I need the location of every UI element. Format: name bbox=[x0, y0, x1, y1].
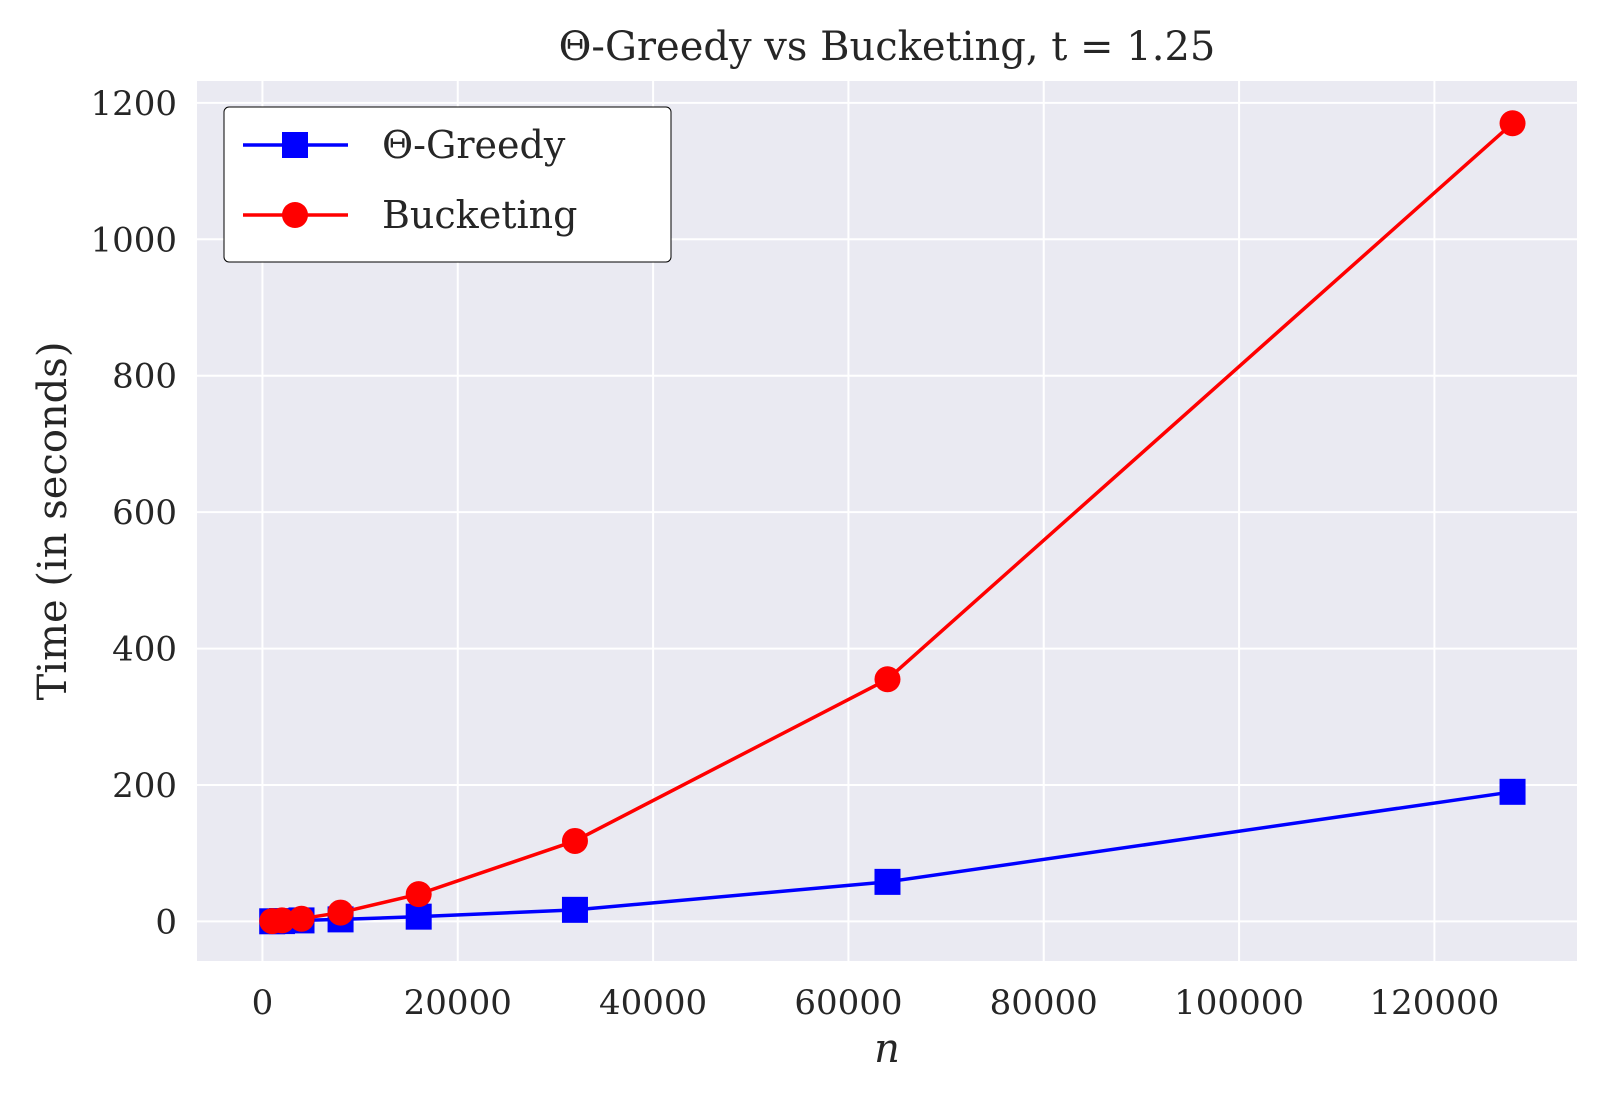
data-point bbox=[561, 896, 588, 923]
legend-items: Θ-Greedy Bucketing bbox=[243, 123, 577, 237]
data-point bbox=[1499, 778, 1526, 805]
y-tick-label: 400 bbox=[112, 630, 177, 670]
y-tick-label: 1200 bbox=[90, 84, 177, 124]
x-axis-ticks: 0 20000 40000 60000 80000 100000 120000 bbox=[252, 983, 1500, 1023]
legend-label: Θ-Greedy bbox=[382, 123, 566, 167]
series-2 bbox=[259, 110, 1526, 935]
y-tick-label: 0 bbox=[155, 902, 177, 942]
y-axis-title: Time (in seconds) bbox=[30, 342, 76, 701]
data-point bbox=[1499, 110, 1526, 137]
legend-marker bbox=[282, 202, 308, 228]
legend: Θ-Greedy Bucketing bbox=[223, 106, 672, 263]
y-tick-label: 800 bbox=[112, 357, 177, 397]
data-point bbox=[288, 905, 315, 932]
data-point bbox=[405, 881, 432, 908]
legend-marker bbox=[282, 132, 308, 158]
x-tick-label: 60000 bbox=[794, 983, 902, 1023]
x-tick-label: 100000 bbox=[1174, 983, 1304, 1023]
series-layer bbox=[259, 110, 1526, 935]
x-tick-label: 40000 bbox=[599, 983, 707, 1023]
x-axis-title: n bbox=[874, 1026, 900, 1072]
legend-label: Bucketing bbox=[382, 193, 577, 237]
x-tick-label: 120000 bbox=[1370, 983, 1500, 1023]
data-point bbox=[327, 899, 354, 926]
y-tick-label: 1000 bbox=[90, 220, 177, 260]
legend-item: Θ-Greedy bbox=[243, 123, 566, 167]
data-point bbox=[561, 827, 588, 854]
y-axis-ticks: 0 200 400 600 800 1000 1200 bbox=[90, 84, 177, 943]
x-tick-label: 0 bbox=[252, 983, 274, 1023]
x-tick-label: 80000 bbox=[990, 983, 1098, 1023]
data-point bbox=[874, 868, 901, 895]
x-tick-label: 20000 bbox=[404, 983, 512, 1023]
y-tick-label: 200 bbox=[112, 766, 177, 806]
data-point bbox=[874, 666, 901, 693]
y-tick-label: 600 bbox=[112, 493, 177, 533]
data-point bbox=[405, 903, 432, 930]
legend-item: Bucketing bbox=[243, 193, 577, 237]
chart-title: Θ-Greedy vs Bucketing, t = 1.25 bbox=[559, 24, 1216, 70]
data-point bbox=[268, 907, 295, 934]
